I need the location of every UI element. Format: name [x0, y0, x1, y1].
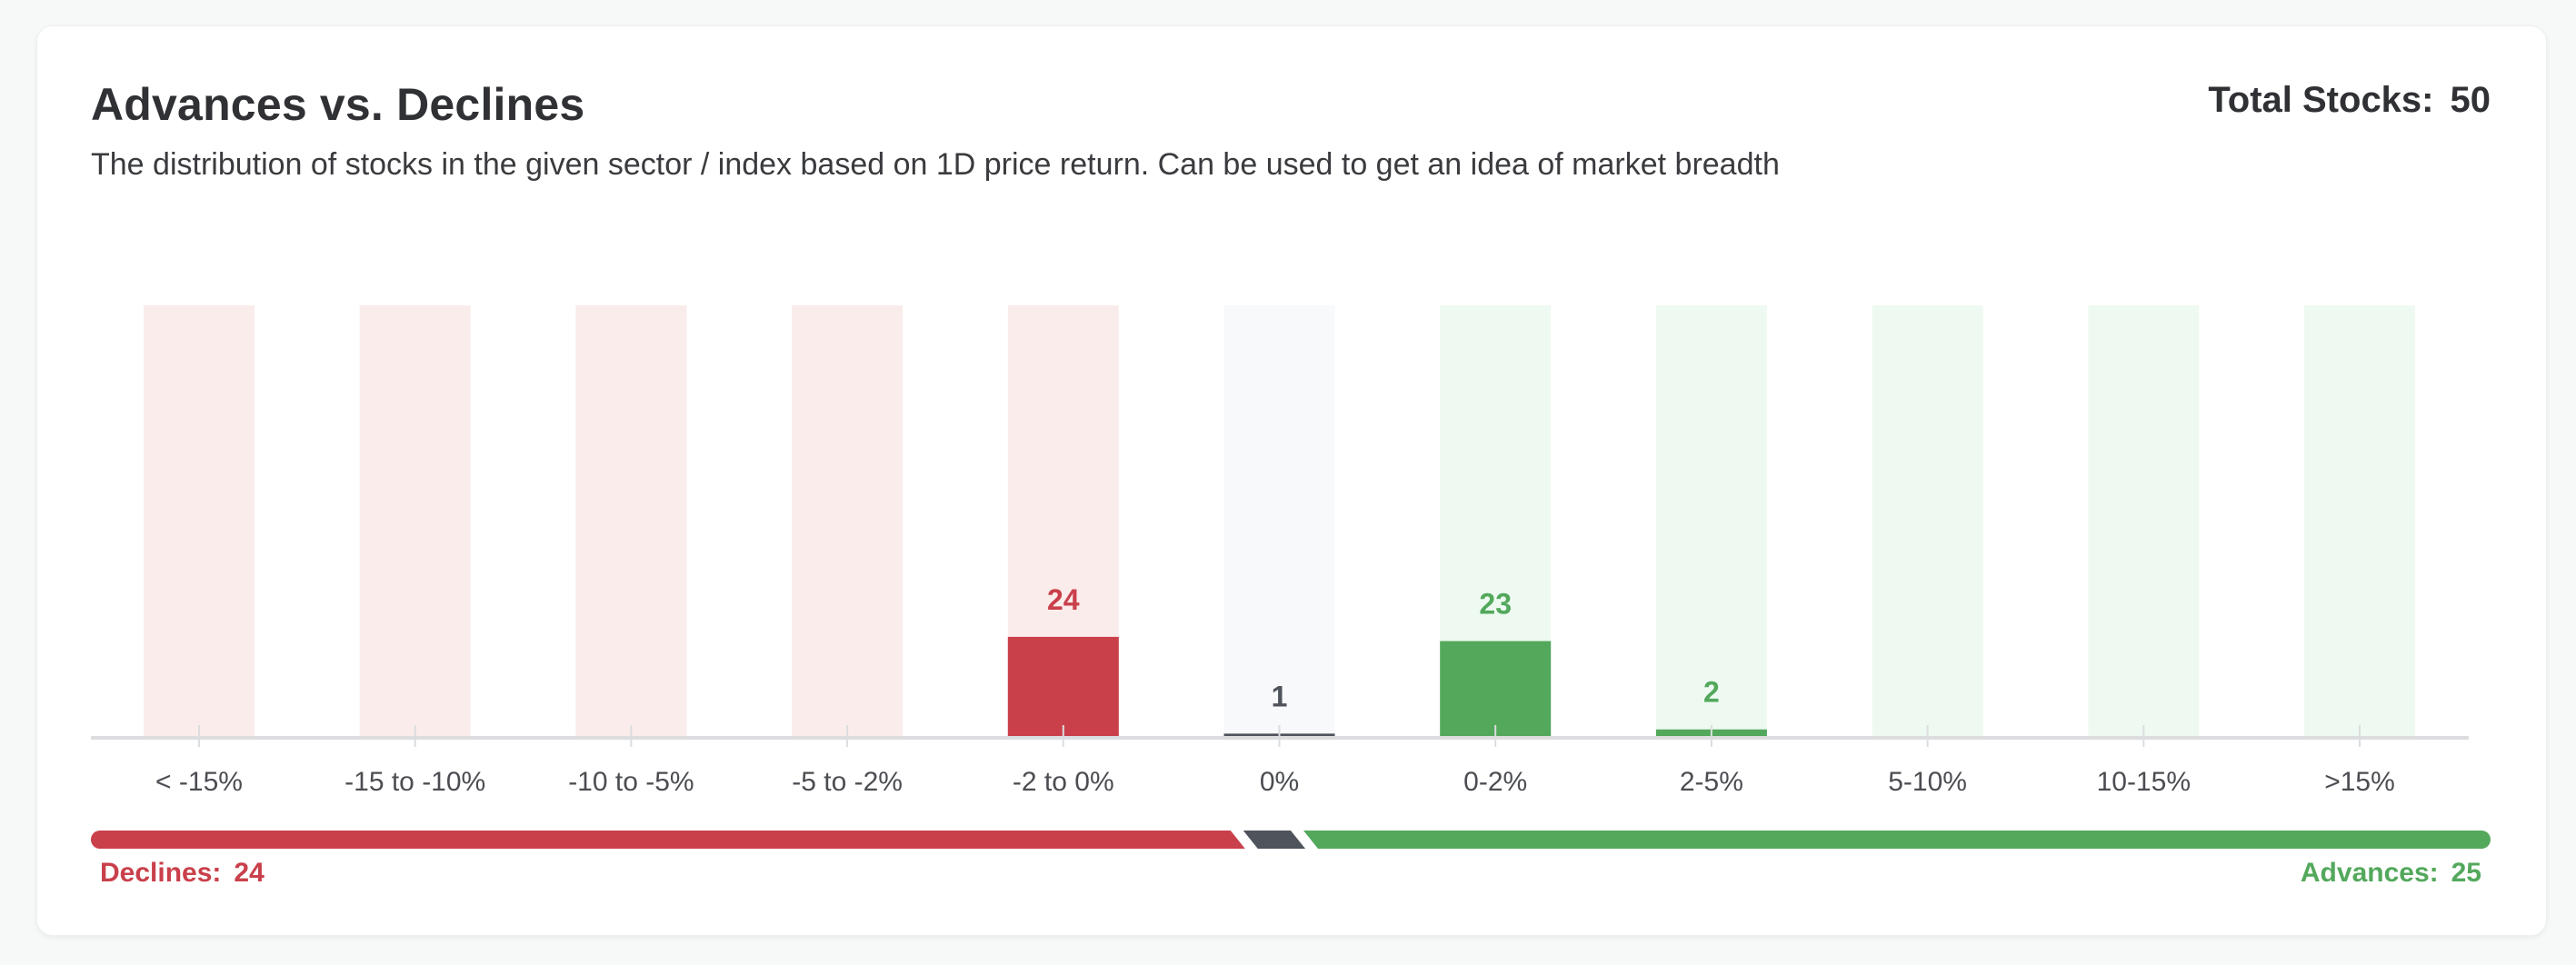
- advances-bar: [1303, 831, 2491, 849]
- tick-label-0: 0%: [1260, 767, 1299, 797]
- advances-summary: Advances: 25: [2301, 858, 2481, 889]
- bar-background-15: [2304, 305, 2415, 738]
- total-stocks-label: Total Stocks:: [2208, 80, 2434, 120]
- data-label-2-to-0: 24: [1047, 583, 1080, 616]
- tick-label-2-5: 2-5%: [1680, 767, 1743, 797]
- bar-background-5-to-2: [792, 305, 904, 738]
- bar-background-0: [1223, 305, 1335, 738]
- tick-label-10-to-5: -10 to -5%: [568, 767, 694, 797]
- tick-label-15: < -15%: [155, 767, 243, 797]
- bar-0-2[interactable]: [1440, 641, 1552, 738]
- declines-summary: Declines: 24: [100, 858, 265, 889]
- total-stocks: Total Stocks: 50: [2208, 80, 2491, 121]
- tick-label-5-to-2: -5 to -2%: [792, 767, 903, 797]
- bar-background-15: [144, 305, 255, 738]
- x-axis-ticks: < -15% -15 to -10% -10 to -5% -5 to -2% -2 t…: [155, 725, 2395, 797]
- tick-label-15-to-10: -15 to -10%: [344, 767, 485, 797]
- unchanged-bar: [1243, 831, 1305, 849]
- bar-background-2-5: [1655, 305, 1767, 738]
- bar-background-10-15: [2088, 305, 2200, 738]
- declines-label: Declines:: [100, 858, 222, 888]
- tick-label-2-to-0: -2 to 0%: [1013, 767, 1114, 797]
- chart-title: Advances vs. Declines: [91, 79, 585, 130]
- tick-label-10-15: 10-15%: [2097, 767, 2191, 797]
- breadth-bar: [91, 831, 2491, 849]
- data-label-2-5: 2: [1703, 676, 1720, 709]
- bar-background-15-to-10: [359, 305, 471, 738]
- data-label-0: 1: [1272, 680, 1288, 712]
- chart-subtitle: The distribution of stocks in the given …: [91, 147, 1780, 182]
- data-labels: 24 1 23 2: [1047, 583, 1720, 712]
- declines-value: 24: [234, 858, 265, 888]
- tick-label-5-10: 5-10%: [1888, 767, 1967, 797]
- declines-bar: [91, 831, 1245, 849]
- tick-label-15: >15%: [2324, 767, 2395, 797]
- bar-background-5-10: [1872, 305, 1983, 738]
- bar-backgrounds: [144, 305, 2415, 738]
- data-label-0-2: 23: [1479, 588, 1512, 621]
- total-stocks-value: 50: [2450, 80, 2491, 120]
- bar-background-10-to-5: [575, 305, 687, 738]
- bar-2-to-0[interactable]: [1007, 636, 1119, 738]
- tick-label-0-2: 0-2%: [1463, 767, 1527, 797]
- advances-value: 25: [2451, 858, 2481, 888]
- advances-label: Advances:: [2300, 858, 2439, 888]
- bars: [1007, 636, 1767, 738]
